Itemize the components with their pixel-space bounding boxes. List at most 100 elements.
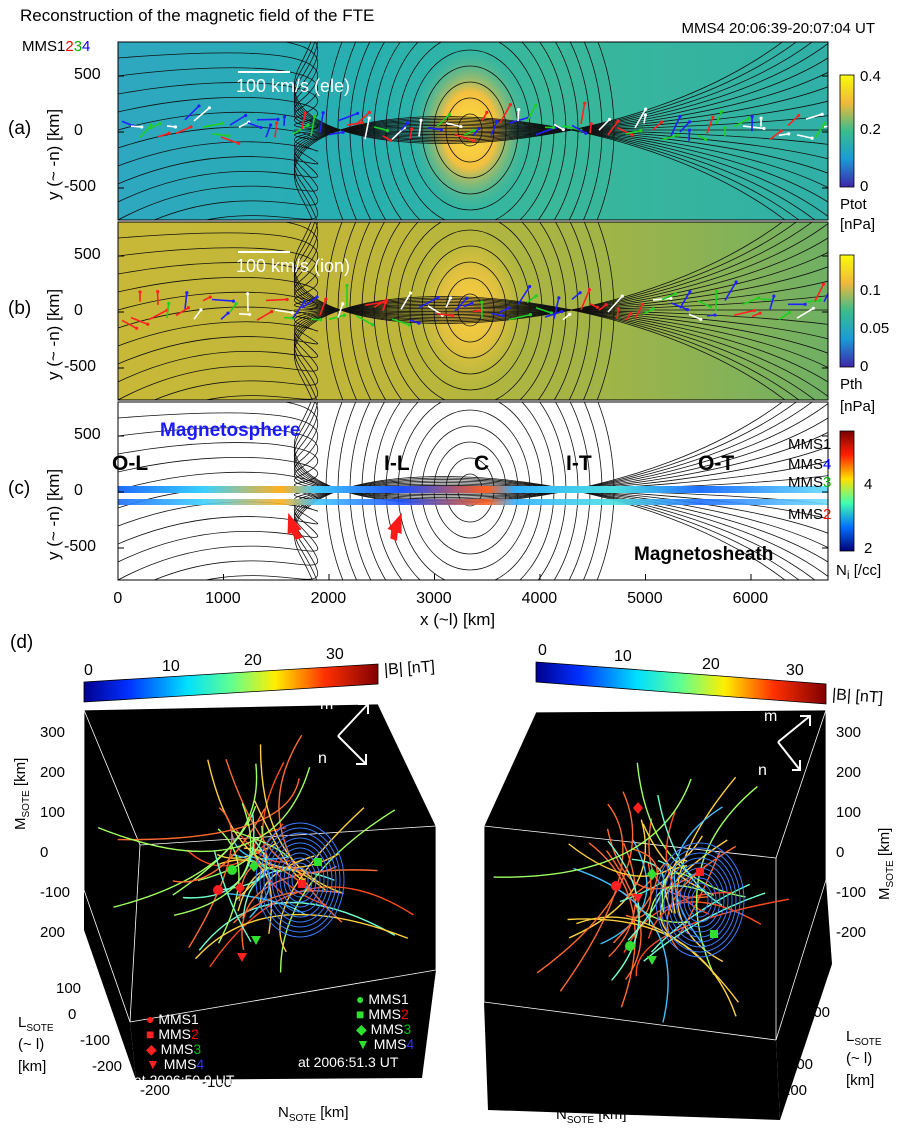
triangle-marker-icon: ▼ [356,1036,374,1052]
d-legend-red: ● MMS1 ■ MMS2 ◆ MMS3 ▼ MMS4 [146,1012,204,1072]
d-right-m-tick-0: 300 [836,724,862,741]
d-time-red: at 2006:50.9 UT [134,1072,235,1088]
y-tick-p1-1: 0 [74,302,83,319]
legend-digit: 2 [191,1026,199,1042]
cbar-a-tick-2: 0 [860,178,869,195]
mms-color-key: MMS1234 [22,38,90,55]
cbar-b-tick-1: 0.05 [860,320,890,337]
d-legend-green: ● MMS1 ■ MMS2 ◆ MMS3 ▼ MMS4 [356,992,414,1052]
density-track-lower [118,499,828,505]
d-right-m-tick-4: -100 [836,884,867,901]
panel-b-frame [117,221,829,401]
y-tick-p0-2: -500 [64,178,97,195]
x-tick-5: 5000 [627,590,663,607]
panel-b-arrow-scale-label: 100 km/s (ion) [236,256,351,276]
panel-c-plot [118,402,828,580]
cbar-b-tick-2: 0 [860,358,869,375]
legend-prefix: MMS [368,991,402,1007]
sc-label-2: MMS2 [788,506,832,523]
magnetosphere-label: Magnetosphere [160,420,301,441]
d-left-cbar-tick-2: 20 [244,652,262,669]
sc-label-4: MMS4 [788,456,832,473]
mms-digit-1: 1 [57,38,66,55]
d-right-n-tick-3: 100 [678,1098,704,1115]
mms-digit-4: 4 [82,38,91,55]
panel-d-3d-plots [83,661,832,1120]
d-left-l-axis-unit: [km] [18,1058,47,1075]
d-left-cbar-tick-1: 10 [162,658,180,675]
mms-digit-3: 3 [73,38,83,55]
legend-digit: 1 [401,991,409,1007]
d-left-n-axis-label: NSOTE [km] [278,1104,349,1124]
d-right-mn-arrows [777,715,811,771]
d-left-n-tick-4: 200 [388,1050,414,1067]
diamond-marker-icon: ◆ [146,1041,161,1057]
cbar-a-tick-0: 0.4 [860,68,881,85]
panel-a-frame [117,41,829,221]
d-right-m-tick-1: 200 [836,764,862,781]
d-left-n-tick-2: 0 [264,1066,273,1083]
diamond-marker-icon: ◆ [356,1021,371,1037]
d-left-cbar-title: |B| [nT] [383,658,436,679]
x-tick-4: 4000 [521,590,558,607]
sc-label-3: MMS3 [788,474,832,491]
legend-prefix: MMS [158,1011,192,1027]
legend-row-1: ● MMS1 [356,992,414,1007]
d-time-green: at 2006:51.3 UT [298,1054,399,1070]
d-left-mn-arrows [337,703,369,765]
d-left-l-tick-0: 100 [56,980,82,997]
x-tick-1: 1000 [205,590,241,607]
marker-o-t: O-T [698,452,735,475]
panel-a-label: (a) [8,118,32,139]
d-left-m-tick-1: 200 [40,764,66,781]
sc-label-1: MMS1 [788,436,832,453]
d-left-m-tick-4: -100 [40,884,71,901]
d-right-l-axis-extra: (~ l) [846,1050,873,1067]
legend-row-1: ● MMS1 [146,1012,204,1027]
cbar-b-tick-0: 0.1 [860,282,881,299]
legend-row-3: ◆ MMS3 [356,1022,414,1037]
d-left-m-tick-5: 200 [40,924,66,941]
d-left-l-tick-3: -200 [92,1058,123,1075]
mms-digit-2: 2 [65,38,74,55]
d-left-m-axis-label: MSOTE [km] [12,757,32,830]
legend-row-2: ■ MMS2 [146,1027,204,1042]
marker-i-t: I-T [566,452,592,475]
d-right-l-axis-label: LSOTE [846,1028,882,1048]
d-right-cbar-title: |B| [nT] [831,686,884,707]
d-right-m-label: m [764,708,778,725]
x-tick-0: 0 [113,590,123,607]
cbar-a-tick-1: 0.2 [860,121,881,138]
triangle-marker-icon: ▼ [146,1056,164,1072]
d-left-l-tick-2: -100 [80,1032,111,1049]
time-range: MMS4 20:06:39-20:07:04 UT [681,20,875,37]
d-left-l-tick-1: 0 [68,1006,77,1023]
panel-a-arrow-scale-label: 100 km/s (ele) [236,76,351,96]
d-left-n-tick-1: -100 [202,1074,233,1091]
legend-digit: 4 [406,1036,415,1052]
d-right-cube [483,709,832,1120]
legend-digit: 3 [403,1021,412,1037]
legend-prefix: MMS [160,1041,194,1057]
legend-row-4: ▼ MMS4 [356,1037,414,1052]
d-left-m-label: m [320,696,334,713]
d-right-m-axis-label: MSOTE [km] [876,827,896,900]
legend-row-2: ■ MMS2 [356,1007,414,1022]
d-left-l-axis-extra: (~ l) [18,1036,45,1053]
magnetosheath-label: Magnetosheath [634,544,774,565]
x-tick-6: 6000 [732,590,769,607]
d-right-n-tick-0: -200 [498,1080,529,1097]
panel-c-frame [117,401,829,581]
x-axis-label: x (~l) [km] [420,610,496,629]
panel-a-colorbar [839,74,855,188]
d-left-cbar-tick-3: 30 [326,646,344,663]
legend-digit: 1 [191,1011,199,1027]
d-right-cbar-tick-2: 20 [702,656,720,673]
panel-b-colorbar [839,254,855,368]
y-tick-p1-2: -500 [64,358,97,375]
cbar-b-title: Pth [840,376,863,393]
legend-digit: 2 [401,1006,409,1022]
cbar-a-unit: [nPa] [840,216,876,233]
figure-title: Reconstruction of the magnetic field of … [20,6,375,25]
d-right-n-tick-1: -100 [558,1086,589,1103]
